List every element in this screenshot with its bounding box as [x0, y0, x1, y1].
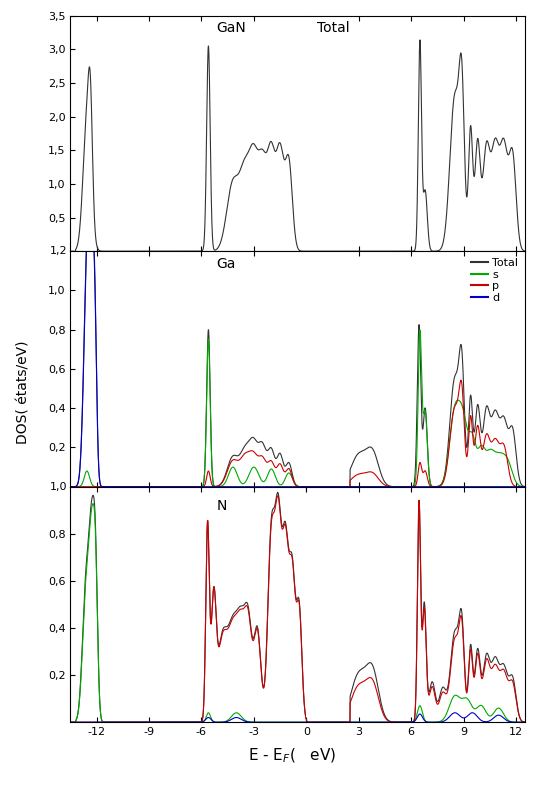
- Text: DOS( états/eV): DOS( états/eV): [16, 341, 30, 444]
- Text: Ga: Ga: [216, 257, 236, 271]
- Text: E - E$_F$(   eV): E - E$_F$( eV): [248, 747, 336, 765]
- Text: N: N: [216, 499, 227, 513]
- Text: GaN: GaN: [216, 21, 246, 35]
- Text: Total: Total: [317, 21, 350, 35]
- Text: 1,2: 1,2: [50, 246, 68, 256]
- Legend: Total, s, p, d: Total, s, p, d: [466, 254, 523, 307]
- Text: 1,0: 1,0: [50, 482, 68, 491]
